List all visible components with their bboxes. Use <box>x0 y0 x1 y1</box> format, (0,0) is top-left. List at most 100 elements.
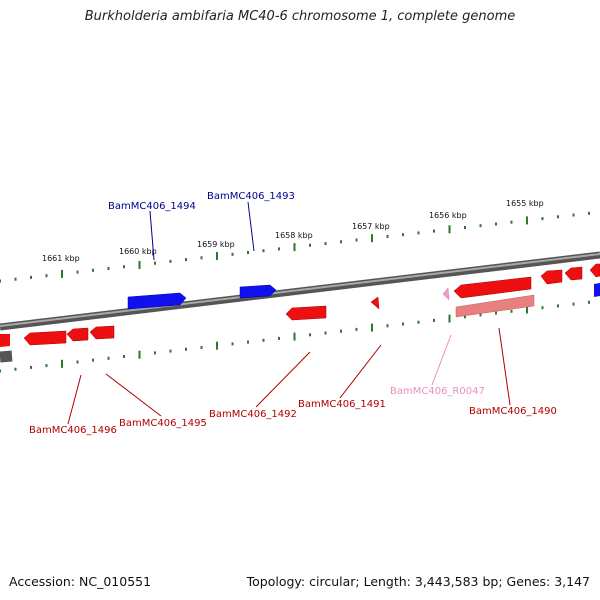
tick-minor <box>402 322 404 326</box>
tick-major <box>448 225 451 234</box>
tick-minor <box>154 261 156 265</box>
gene-label-1492[interactable]: BamMC406_1492 <box>209 409 297 420</box>
tick-minor <box>231 252 234 256</box>
tick-minor <box>495 311 497 315</box>
tick-minor <box>169 349 172 353</box>
tick-minor <box>557 215 559 219</box>
tick-minor <box>479 224 482 228</box>
tick-minor <box>123 265 125 269</box>
tick-row-upper <box>0 211 590 283</box>
gene-arrow-1493[interactable] <box>239 284 277 299</box>
gene-label-1494[interactable]: BamMC406_1494 <box>108 201 196 212</box>
tick-minor <box>169 259 172 263</box>
tick-minor <box>464 226 466 229</box>
tick-minor <box>107 267 110 270</box>
tick-minor <box>200 346 203 349</box>
tick-minor <box>0 279 1 283</box>
tick-minor <box>572 302 575 306</box>
gene-arrow-R0047[interactable] <box>442 287 450 301</box>
gene-labels: BamMC406_1494 BamMC406_1493 BamMC406_149… <box>29 191 557 436</box>
chromosome-backbone-lower <box>0 350 13 363</box>
tick-minor <box>278 247 280 251</box>
gene-label-1496[interactable]: BamMC406_1496 <box>29 425 117 436</box>
tick-row-lower <box>0 300 590 373</box>
tick-minor <box>588 300 590 304</box>
gene-arrow-edge-left[interactable] <box>0 334 10 347</box>
genome-title: Burkholderia ambifaria MC40-6 chromosome… <box>84 9 516 24</box>
tick-minor <box>262 249 265 253</box>
gene-label-1493[interactable]: BamMC406_1493 <box>207 191 295 202</box>
tick-minor <box>340 329 342 333</box>
gene-arrow-1490-shadow <box>455 294 535 318</box>
tick-major <box>293 332 296 341</box>
tick-minor <box>14 367 17 371</box>
tick-minor <box>402 233 404 237</box>
tick-minor <box>107 356 110 360</box>
gene-arrow-1490[interactable] <box>453 276 532 299</box>
tick-minor <box>324 242 327 246</box>
tick-minor <box>262 338 265 342</box>
tick-minor <box>185 258 187 262</box>
tick-minor <box>557 304 559 308</box>
reverse-genes <box>0 263 600 347</box>
gene-label-1490[interactable]: BamMC406_1490 <box>469 406 557 417</box>
tick-minor <box>572 213 575 217</box>
tick-minor <box>479 313 482 317</box>
tick-minor <box>45 364 48 368</box>
tick-minor <box>510 220 513 224</box>
tick-minor <box>588 211 590 215</box>
tick-minor <box>309 243 311 247</box>
gene-arrow-1495a[interactable] <box>66 327 89 342</box>
tick-minor <box>123 355 125 358</box>
tick-minor <box>200 256 203 260</box>
kbp-label-1657: 1657 kbp <box>352 222 390 231</box>
tick-minor <box>154 351 156 355</box>
tick-minor <box>340 240 342 244</box>
tick-minor <box>30 275 32 279</box>
tick-minor <box>433 318 435 322</box>
gene-label-1495[interactable]: BamMC406_1495 <box>119 418 207 429</box>
kbp-label-1658: 1658 kbp <box>275 231 313 240</box>
tick-minor <box>0 369 1 373</box>
tick-minor <box>510 309 513 313</box>
tick-minor <box>278 336 280 340</box>
tick-minor <box>309 333 311 337</box>
kbp-label-1659: 1659 kbp <box>197 240 235 249</box>
gene-arrow-1494[interactable] <box>127 292 187 310</box>
gene-label-R0047[interactable]: BamMC406_R0047 <box>390 386 485 397</box>
tick-minor <box>185 347 187 351</box>
tick-major <box>216 252 218 260</box>
gene-arrow-1492[interactable] <box>285 305 327 321</box>
gene-arrow-1488[interactable] <box>564 266 583 281</box>
tick-minor <box>231 342 234 346</box>
tick-minor <box>541 217 544 221</box>
tick-minor <box>45 274 48 278</box>
gene-label-1491[interactable]: BamMC406_1491 <box>298 399 386 410</box>
kbp-label-1655: 1655 kbp <box>506 199 544 208</box>
tick-major <box>61 269 63 278</box>
tick-minor <box>76 270 79 274</box>
gene-arrow-1487[interactable] <box>589 263 600 278</box>
tick-minor <box>386 234 389 238</box>
tick-major <box>138 261 141 269</box>
label-leaders <box>67 201 511 425</box>
tick-minor <box>30 365 32 369</box>
gene-arrow-edge-right[interactable] <box>594 283 600 297</box>
tick-minor <box>76 360 79 364</box>
gene-arrow-1495b[interactable] <box>89 325 115 340</box>
gene-arrow-1491[interactable] <box>370 296 380 310</box>
tick-minor <box>247 251 249 254</box>
gene-arrow-1496[interactable] <box>23 330 67 346</box>
tick-minor <box>355 238 358 242</box>
tick-major <box>138 350 141 359</box>
tick-major <box>371 323 373 332</box>
kbp-label-1661: 1661 kbp <box>42 254 80 263</box>
tick-minor <box>324 331 327 335</box>
kbp-label-1656: 1656 kbp <box>429 211 467 220</box>
tick-minor <box>541 306 544 310</box>
gene-arrow-1489[interactable] <box>540 269 563 285</box>
tick-major <box>526 216 528 225</box>
tick-minor <box>355 327 358 331</box>
tick-minor <box>386 324 389 328</box>
